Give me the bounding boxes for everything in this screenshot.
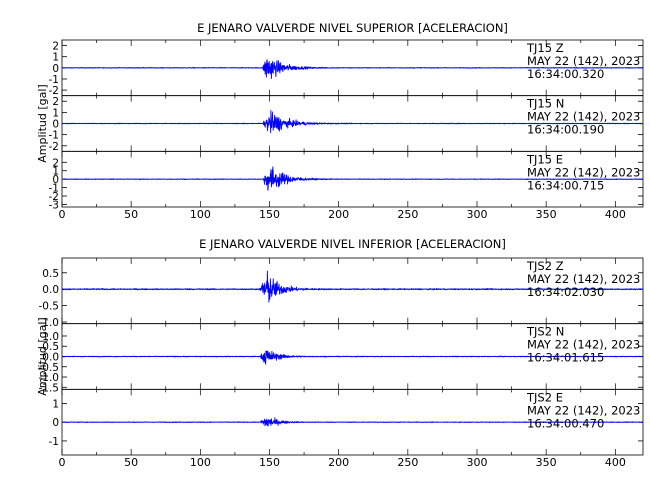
time-label: 16:34:01.615 (527, 351, 604, 365)
y-tick-label: -0.5 (39, 301, 60, 313)
x-tick-label: 150 (259, 208, 280, 221)
y-tick-label: 2 (52, 157, 59, 169)
y-tick-label: 1 (52, 107, 59, 119)
x-tick-label: 200 (328, 208, 349, 221)
date-label: MAY 22 (142), 2023 (527, 54, 640, 68)
date-label: MAY 22 (142), 2023 (527, 272, 640, 286)
time-label: 16:34:00.715 (527, 178, 604, 192)
x-tick-label: 250 (397, 456, 418, 469)
x-tick-label: 350 (536, 456, 557, 469)
y-tick-label: 0.0 (42, 352, 59, 364)
x-tick-label: 150 (259, 456, 280, 469)
y-tick-label: -1.0 (39, 372, 60, 384)
station-label: TJS2 E (526, 390, 563, 404)
y-tick-label: -2 (49, 191, 59, 203)
y-tick-label: -3 (49, 199, 59, 211)
station-label: TJ15 Z (526, 41, 564, 55)
time-label: 16:34:02.030 (527, 285, 604, 299)
waveform-line (61, 270, 644, 303)
x-tick-label: 200 (328, 456, 349, 469)
y-tick-label: -1 (49, 74, 59, 86)
station-label: TJS2 Z (526, 259, 564, 273)
x-tick-label: 100 (190, 456, 211, 469)
y-tick-label: 0 (52, 119, 59, 131)
waveform-line (61, 350, 644, 365)
y-tick-label: 1.0 (42, 331, 59, 343)
date-label: MAY 22 (142), 2023 (527, 403, 640, 417)
x-tick-label: 0 (59, 456, 66, 469)
y-tick-label: 1 (52, 52, 59, 64)
y-tick-label: 0.0 (42, 284, 59, 296)
waveform-line (61, 166, 644, 191)
station-label: TJ15 E (526, 152, 563, 166)
time-label: 16:34:00.190 (527, 123, 604, 137)
y-tick-label: -1.0 (39, 317, 60, 329)
waveform-line (61, 110, 644, 134)
y-tick-label: -1.5 (39, 382, 60, 394)
time-label: 16:34:00.320 (527, 67, 604, 81)
y-axis-label: Amplitud [gal] (36, 317, 49, 395)
date-label: MAY 22 (142), 2023 (527, 338, 640, 352)
y-tick-label: 0.5 (42, 268, 59, 280)
x-tick-label: 400 (605, 456, 626, 469)
y-tick-label: -1 (49, 436, 59, 448)
y-tick-label: -1 (49, 130, 59, 142)
y-tick-label: -2 (49, 141, 59, 153)
y-tick-label: 0 (52, 63, 59, 75)
y-tick-label: -1 (49, 183, 59, 195)
y-tick-label: 0 (52, 174, 59, 186)
y-tick-label: 1 (52, 398, 59, 410)
y-axis-label: Amplitud [gal] (36, 84, 49, 162)
y-tick-label: 0.5 (42, 341, 59, 353)
x-tick-label: 300 (467, 456, 488, 469)
y-tick-label: 2 (52, 96, 59, 108)
date-label: MAY 22 (142), 2023 (527, 165, 640, 179)
x-tick-label: 50 (124, 456, 138, 469)
y-tick-label: 2 (52, 41, 59, 53)
y-tick-label: 1 (52, 166, 59, 178)
x-tick-label: 250 (397, 208, 418, 221)
x-tick-label: 0 (59, 208, 66, 221)
x-tick-label: 100 (190, 208, 211, 221)
x-tick-label: 350 (536, 208, 557, 221)
date-label: MAY 22 (142), 2023 (527, 110, 640, 124)
panel-title: E JENARO VALVERDE NIVEL INFERIOR [ACELER… (199, 237, 506, 251)
waveform-line (61, 417, 644, 427)
station-label: TJ15 N (526, 97, 564, 111)
y-tick-label: -0.5 (39, 362, 60, 374)
y-tick-label: -2 (49, 85, 59, 97)
station-label: TJS2 N (526, 325, 564, 339)
waveform-line (61, 59, 644, 80)
y-tick-label: 0 (52, 417, 59, 429)
panel-title: E JENARO VALVERDE NIVEL SUPERIOR [ACELER… (197, 21, 508, 35)
time-label: 16:34:00.470 (527, 416, 604, 430)
x-tick-label: 50 (124, 208, 138, 221)
x-tick-label: 400 (605, 208, 626, 221)
x-tick-label: 300 (467, 208, 488, 221)
